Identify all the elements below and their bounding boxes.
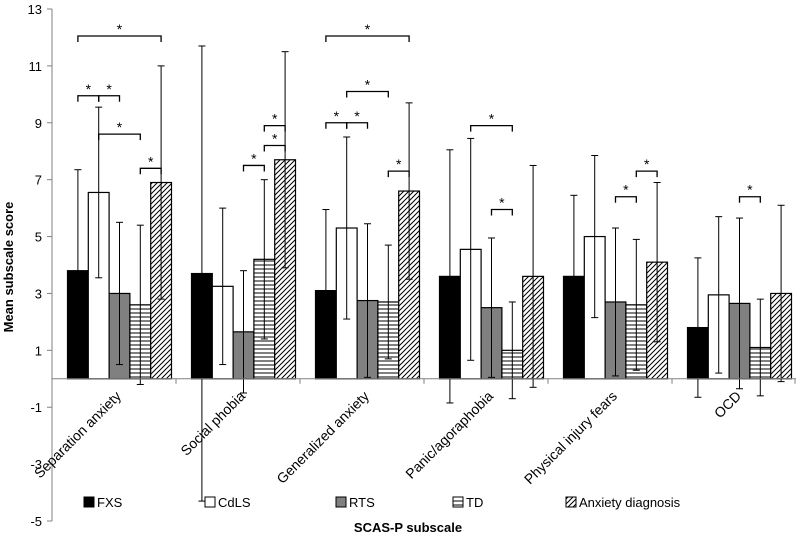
y-tick-label: -1 — [30, 400, 42, 415]
significance-bracket — [635, 170, 658, 178]
significance-star: * — [86, 81, 92, 97]
significance-star: * — [354, 108, 360, 124]
legend-label: RTS — [349, 495, 375, 510]
y-axis — [47, 8, 53, 522]
significance-bracket — [242, 164, 265, 172]
y-tick-label: 7 — [35, 173, 42, 188]
error-bars — [74, 45, 785, 502]
significance-bracket — [139, 167, 162, 175]
legend-swatch — [452, 496, 464, 508]
significance-star: * — [489, 111, 495, 127]
y-tick-label: 3 — [35, 286, 42, 301]
y-tick-label: 1 — [35, 343, 42, 358]
y-tick-label: 11 — [29, 59, 43, 74]
significance-star: * — [747, 182, 753, 198]
legend-swatch — [204, 496, 216, 508]
category-label: Physical injury fears — [521, 388, 620, 487]
significance-bracket — [325, 35, 410, 43]
significance-bracket — [614, 196, 637, 203]
significance-star: * — [148, 153, 154, 169]
y-tick-label: -3 — [30, 457, 42, 472]
significance-star: * — [272, 111, 278, 127]
significance-star: * — [117, 21, 123, 37]
y-tick-label: 5 — [35, 230, 42, 245]
significance-bracket — [387, 170, 410, 178]
significance-star: * — [644, 156, 650, 172]
significance-bracket — [738, 196, 761, 203]
significance-bracket — [346, 122, 369, 129]
significance-star: * — [499, 195, 505, 211]
x-axis — [51, 378, 796, 384]
significance-star: * — [365, 76, 371, 92]
significance-brackets: * * * * * * * * * * * * * * * * * * — [77, 21, 761, 216]
significance-star: * — [117, 119, 123, 135]
legend-swatch — [83, 496, 95, 508]
significance-bracket — [263, 144, 286, 152]
y-tick-label: -5 — [30, 514, 42, 529]
significance-star: * — [251, 150, 257, 166]
category-label: OCD — [711, 388, 744, 421]
significance-bracket — [98, 133, 141, 141]
category-label: Panic/agoraphobia — [402, 388, 496, 482]
significance-star: * — [623, 182, 629, 198]
legend-label: CdLS — [218, 495, 251, 510]
legend-swatch — [335, 496, 347, 508]
significance-star: * — [106, 81, 112, 97]
legend-swatch — [565, 496, 577, 508]
y-tick-label: 13 — [28, 2, 42, 17]
significance-star: * — [334, 108, 340, 124]
category-label: Social phobia — [177, 388, 248, 459]
bars — [66, 159, 793, 380]
x-axis-title: SCAS-P subscale — [354, 520, 462, 535]
significance-star: * — [396, 156, 402, 172]
significance-bracket — [263, 124, 286, 132]
legend-label: FXS — [97, 495, 123, 510]
category-label: Generalized anxiety — [273, 388, 372, 487]
significance-star: * — [365, 21, 371, 37]
y-axis-title: Mean subscale score — [1, 202, 16, 333]
significance-bracket — [77, 35, 162, 43]
significance-bracket — [98, 95, 121, 102]
y-tick-label: 9 — [35, 116, 42, 131]
significance-bracket — [470, 124, 513, 132]
significance-bracket — [346, 90, 389, 98]
significance-star: * — [272, 131, 278, 147]
legend-label: Anxiety diagnosis — [579, 495, 681, 510]
category-label: Separation anxiety — [31, 388, 124, 481]
legend-label: TD — [466, 495, 483, 510]
significance-bracket — [490, 208, 513, 216]
category-labels: Separation anxiety Social phobia Generaliz… — [31, 388, 744, 487]
legend: FXS CdLS RTS TD Anxiety diagnosis — [83, 495, 681, 510]
